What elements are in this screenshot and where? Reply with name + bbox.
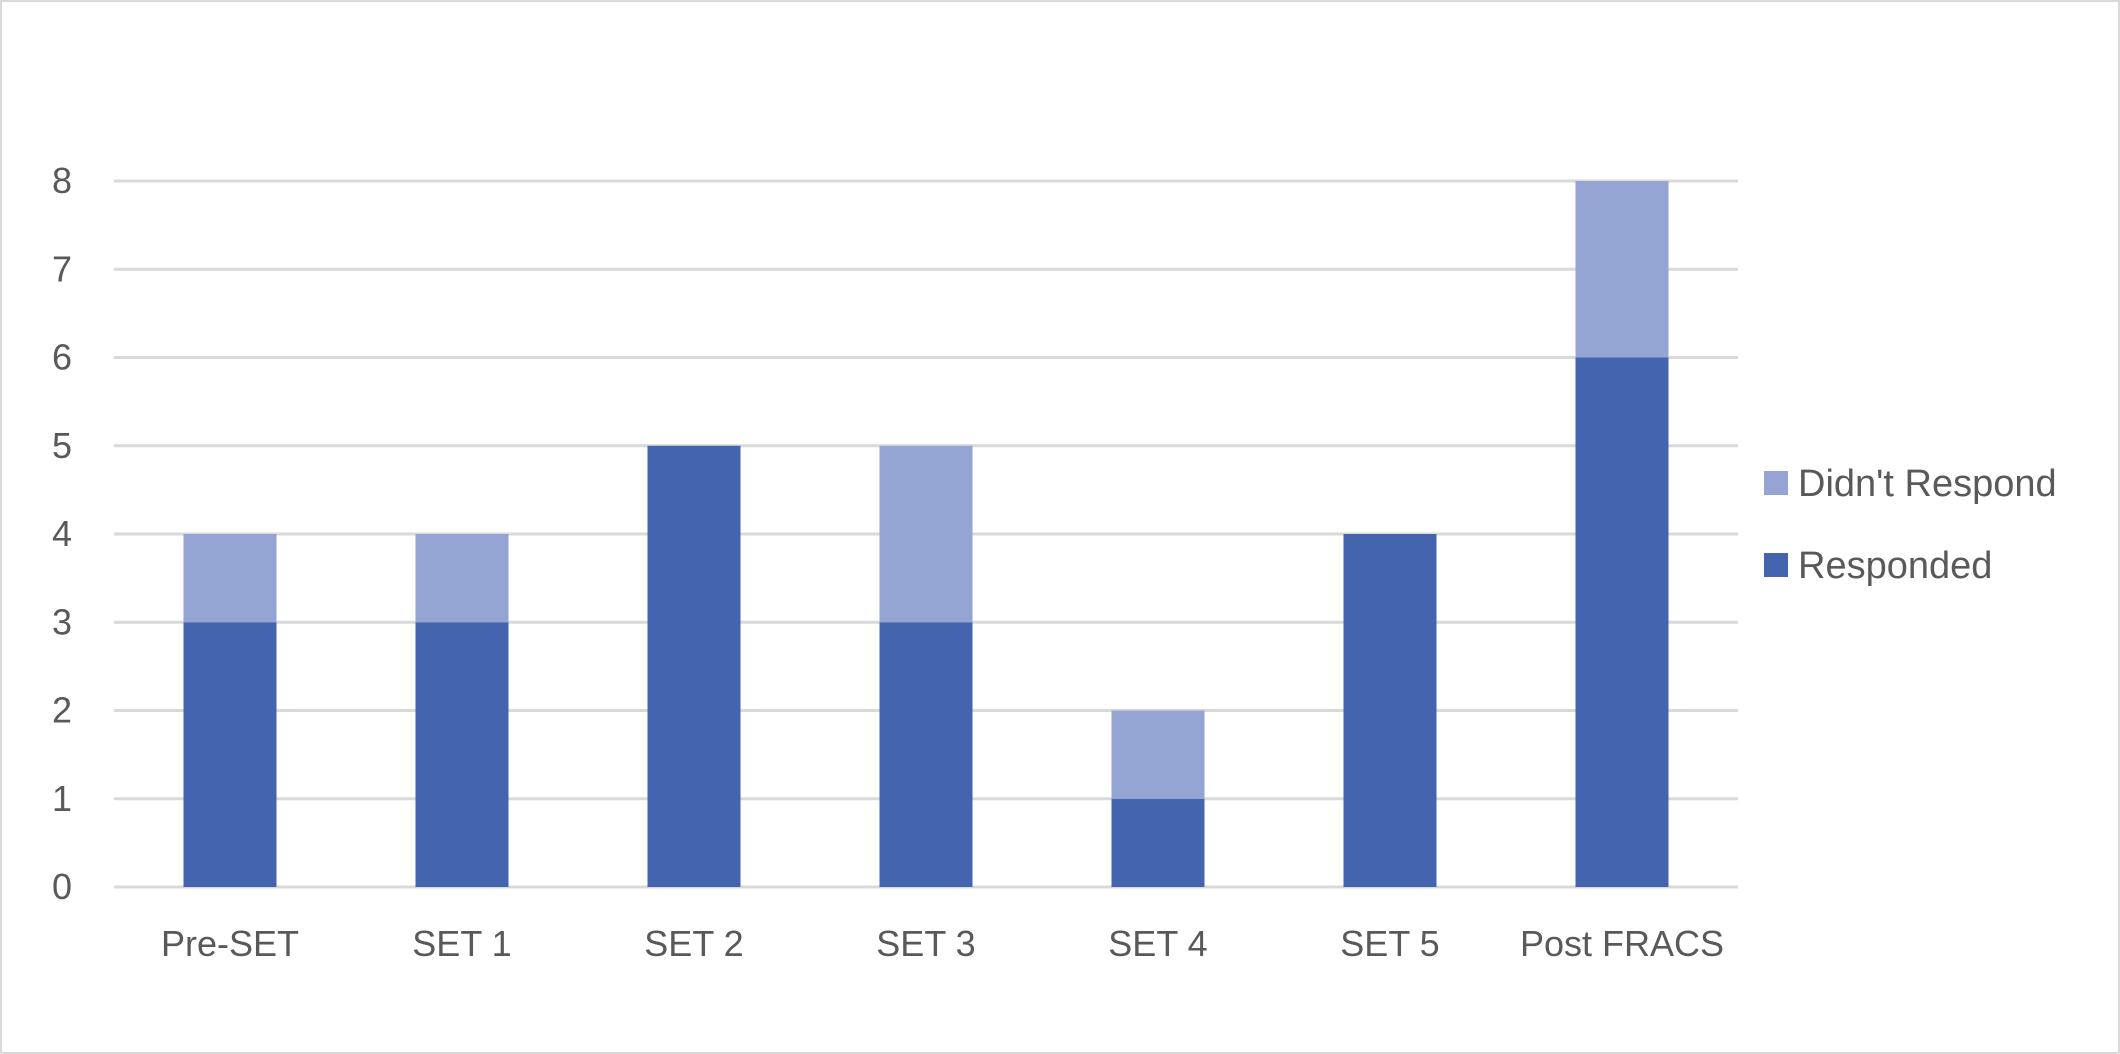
bar-responded-set-3 <box>879 622 973 887</box>
bar-responded-pre-set <box>183 622 277 887</box>
bar-responded-set-2 <box>647 445 741 887</box>
bar-didn-t-respond-post-fracs <box>1575 181 1669 358</box>
legend-label-didn-t-respond: Didn't Respond <box>1798 463 2057 505</box>
legend: Didn't Respond Responded <box>1764 463 2057 587</box>
legend-swatch-didn-t-respond <box>1764 471 1788 495</box>
x-axis-ticks: Pre-SET SET 1 SET 2 SET 3 SET 4 SET 5 Post FRA… <box>161 923 1724 964</box>
bar-didn-t-respond-set-4 <box>1111 710 1205 799</box>
x-tick-label: SET 2 <box>644 923 743 964</box>
y-tick-label: 4 <box>52 513 72 554</box>
bar-didn-t-respond-pre-set <box>183 534 277 623</box>
bars <box>183 181 1669 887</box>
bar-didn-t-respond-set-1 <box>415 534 509 623</box>
legend-swatch-responded <box>1764 553 1788 577</box>
bar-responded-set-4 <box>1111 798 1205 887</box>
bar-responded-set-5 <box>1343 534 1437 887</box>
x-tick-label: SET 5 <box>1340 923 1439 964</box>
x-tick-label: SET 3 <box>876 923 975 964</box>
bar-responded-set-1 <box>415 622 509 887</box>
x-tick-label: SET 1 <box>412 923 511 964</box>
y-tick-label: 3 <box>52 601 72 642</box>
legend-label-responded: Responded <box>1798 545 1992 587</box>
x-tick-label: Pre-SET <box>161 923 299 964</box>
bar-responded-post-fracs <box>1575 357 1669 887</box>
x-tick-label: SET 4 <box>1108 923 1207 964</box>
x-tick-label: Post FRACS <box>1520 923 1724 964</box>
y-tick-label: 5 <box>52 425 72 466</box>
y-tick-label: 0 <box>52 866 72 907</box>
y-tick-label: 6 <box>52 337 72 378</box>
y-axis-ticks: 0 1 2 3 4 5 6 7 8 <box>52 160 72 907</box>
y-tick-label: 2 <box>52 690 72 731</box>
y-tick-label: 8 <box>52 160 72 201</box>
y-tick-label: 1 <box>52 778 72 819</box>
y-tick-label: 7 <box>52 248 72 289</box>
bar-didn-t-respond-set-3 <box>879 445 973 623</box>
